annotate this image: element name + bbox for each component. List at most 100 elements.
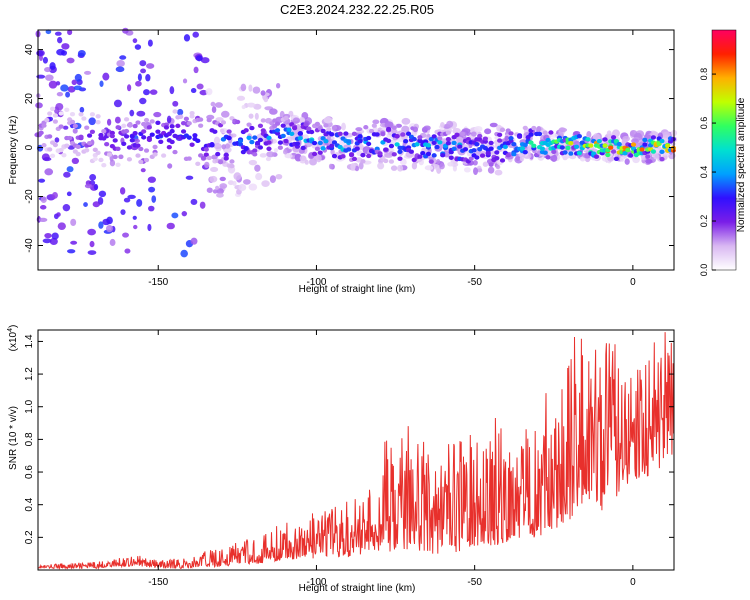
heatmap-ridge-cell: [286, 127, 292, 133]
heatmap-ridge-cell: [502, 144, 508, 150]
heatmap-noise-cell: [269, 108, 278, 115]
heatmap-ridge-cell: [588, 143, 594, 148]
heatmap-ridge-cell: [277, 140, 283, 145]
colorbar: 0.0 0.2 0.4 0.6 0.8 Normalized spectral ampl…: [699, 29, 747, 276]
heatmap-ridge-cell: [132, 131, 138, 136]
heatmap-marks: [34, 27, 678, 258]
heatmap-ridge-cell: [542, 130, 548, 136]
heatmap-noise-cell: [246, 102, 256, 108]
heatmap-ridge-cell: [75, 151, 81, 157]
heatmap-ridge-cell: [126, 122, 133, 128]
heatmap-ridge-cell: [625, 147, 631, 153]
heatmap-ridge-cell: [257, 145, 264, 150]
heatmap-noise-cell: [384, 121, 394, 129]
heatmap-ridge-cell: [126, 157, 133, 162]
heatmap-noise-cell: [83, 202, 88, 208]
heatmap-ridge-cell: [366, 153, 372, 159]
snr-y-tick-label: 0.6: [24, 465, 35, 479]
heatmap-ridge-cell: [440, 152, 446, 158]
heatmap-ridge-cell: [78, 112, 84, 117]
heatmap-noise-cell: [54, 31, 62, 36]
heatmap-noise-cell: [147, 223, 152, 232]
heatmap-y-tick-label: 0: [24, 144, 35, 150]
heatmap-noise-cell: [240, 83, 247, 92]
heatmap-noise-cell: [215, 185, 220, 190]
heatmap-noise-cell: [129, 109, 135, 117]
heatmap-noise-cell: [115, 66, 125, 73]
heatmap-ridge-cell: [138, 146, 144, 152]
heatmap-noise-cell: [119, 55, 127, 60]
heatmap-ridge-cell: [109, 130, 115, 136]
heatmap-ridge-cell: [260, 128, 266, 133]
heatmap-ridge-cell: [630, 142, 637, 147]
heatmap-ridge-cell: [508, 131, 514, 136]
heatmap-ridge-cell: [593, 154, 600, 159]
heatmap-noise-cell: [252, 86, 261, 94]
snr-exponent-base: (x10: [8, 331, 19, 351]
heatmap-ridge-cell: [161, 153, 167, 158]
heatmap-ridge-cell: [494, 150, 500, 155]
heatmap-ridge-cell: [209, 143, 215, 148]
heatmap-ridge-cell: [78, 134, 84, 140]
heatmap-ridge-cell: [383, 158, 389, 164]
heatmap-noise-cell: [140, 168, 146, 173]
heatmap-ridge-cell: [277, 145, 283, 150]
heatmap-noise-cell: [275, 174, 283, 180]
heatmap-noise-cell: [436, 159, 441, 165]
heatmap-ridge-cell: [360, 152, 366, 158]
heatmap-ridge-cell: [474, 155, 480, 160]
heatmap-ridge-cell: [254, 140, 261, 146]
heatmap-noise-cell: [36, 50, 44, 56]
heatmap-noise-cell: [93, 183, 99, 191]
heatmap-ridge-cell: [75, 144, 81, 150]
snr-x-tick-label: -100: [306, 577, 326, 588]
heatmap-noise-cell: [447, 162, 454, 167]
heatmap-noise-cell: [233, 172, 242, 181]
heatmap-ridge-cell: [405, 131, 412, 136]
heatmap-ridge-cell: [252, 135, 258, 140]
heatmap-ridge-cell: [431, 153, 437, 158]
heatmap-noise-cell: [328, 163, 334, 170]
heatmap-ridge-cell: [437, 136, 443, 141]
heatmap-ridge-cell: [591, 151, 597, 156]
heatmap-ridge-cell: [52, 142, 59, 148]
heatmap-noise-cell: [45, 74, 54, 81]
heatmap-ridge-cell: [149, 132, 155, 137]
heatmap-noise-cell: [304, 159, 309, 165]
heatmap-ridge-cell: [183, 116, 189, 122]
heatmap-ridge-cell: [252, 152, 258, 157]
heatmap-noise-cell: [70, 218, 77, 227]
heatmap-ridge-cell: [132, 123, 138, 129]
snr-panel: -150 -100 -50 0 0.2 0.4 0.6 0.8 1.0 1.2 1.4 Heigh…: [7, 325, 675, 594]
heatmap-noise-cell: [259, 153, 267, 158]
heatmap-ridge-cell: [143, 157, 150, 163]
heatmap-ridge-cell: [109, 133, 115, 139]
heatmap-noise-cell: [213, 136, 221, 145]
heatmap-ridge-cell: [104, 141, 110, 147]
heatmap-ridge-cell: [445, 141, 451, 146]
heatmap-ridge-cell: [497, 132, 503, 138]
heatmap-ridge-cell: [123, 128, 130, 134]
heatmap-noise-cell: [484, 128, 492, 135]
heatmap-noise-cell: [643, 134, 652, 139]
heatmap-noise-cell: [215, 117, 224, 122]
colorbar-tick-label: 0.8: [699, 68, 709, 81]
heatmap-ridge-cell: [141, 121, 147, 127]
heatmap-y-axis-label: Frequency (Hz): [8, 116, 19, 185]
heatmap-ridge-cell: [451, 140, 457, 146]
heatmap-ridge-cell: [522, 142, 528, 148]
heatmap-ridge-cell: [123, 117, 130, 122]
heatmap-noise-cell: [211, 154, 218, 160]
heatmap-ridge-cell: [559, 145, 565, 150]
heatmap-ridge-cell: [217, 159, 224, 165]
heatmap-ridge-cell: [445, 130, 451, 135]
heatmap-ridge-cell: [180, 120, 187, 126]
heatmap-noise-cell: [44, 67, 52, 73]
heatmap-noise-cell: [390, 165, 398, 171]
heatmap-noise-cell: [269, 175, 277, 183]
heatmap-ridge-cell: [605, 152, 611, 158]
heatmap-ridge-cell: [348, 152, 355, 157]
heatmap-ridge-cell: [206, 117, 212, 123]
heatmap-ridge-cell: [143, 148, 150, 153]
heatmap-ridge-cell: [613, 156, 620, 161]
